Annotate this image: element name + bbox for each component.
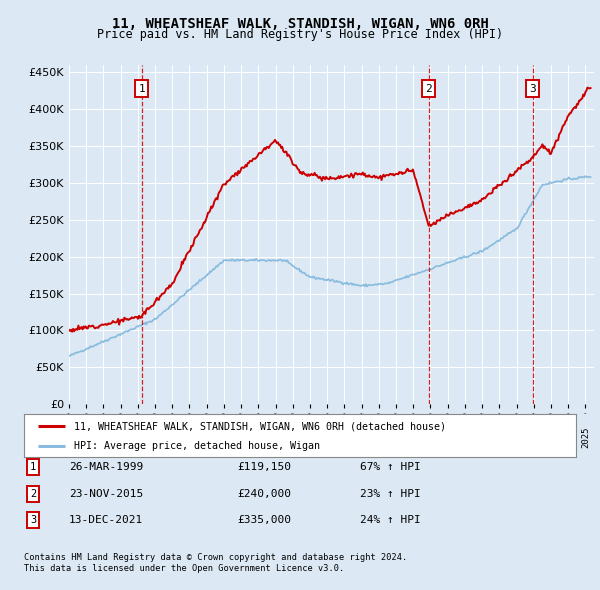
Text: 3: 3 [530, 84, 536, 93]
Text: 23% ↑ HPI: 23% ↑ HPI [360, 489, 421, 499]
Text: 2021: 2021 [512, 426, 521, 448]
Text: 1995: 1995 [65, 426, 74, 448]
Text: 26-MAR-1999: 26-MAR-1999 [69, 463, 143, 472]
Text: 2018: 2018 [460, 426, 469, 448]
Text: £335,000: £335,000 [237, 516, 291, 525]
Text: 11, WHEATSHEAF WALK, STANDISH, WIGAN, WN6 0RH: 11, WHEATSHEAF WALK, STANDISH, WIGAN, WN… [112, 17, 488, 31]
Text: 2016: 2016 [426, 426, 435, 448]
Text: 11, WHEATSHEAF WALK, STANDISH, WIGAN, WN6 0RH (detached house): 11, WHEATSHEAF WALK, STANDISH, WIGAN, WN… [74, 421, 446, 431]
Text: 2006: 2006 [254, 426, 263, 448]
Text: 2: 2 [30, 489, 36, 499]
Text: 2013: 2013 [374, 426, 383, 448]
Text: Contains HM Land Registry data © Crown copyright and database right 2024.: Contains HM Land Registry data © Crown c… [24, 553, 407, 562]
Text: 2024: 2024 [563, 426, 572, 448]
Text: 2004: 2004 [220, 426, 229, 448]
Text: 2025: 2025 [581, 426, 590, 448]
Text: 24% ↑ HPI: 24% ↑ HPI [360, 516, 421, 525]
Text: 1999: 1999 [133, 426, 142, 448]
Text: 2020: 2020 [495, 426, 504, 448]
Text: 2010: 2010 [323, 426, 332, 448]
Text: 2008: 2008 [288, 426, 297, 448]
Text: Price paid vs. HM Land Registry's House Price Index (HPI): Price paid vs. HM Land Registry's House … [97, 28, 503, 41]
Text: 2005: 2005 [236, 426, 245, 448]
Text: 1998: 1998 [116, 426, 125, 448]
Text: 2023: 2023 [547, 426, 556, 448]
Text: 2019: 2019 [478, 426, 487, 448]
Text: 1: 1 [139, 84, 145, 93]
Text: 2002: 2002 [185, 426, 194, 448]
Text: 67% ↑ HPI: 67% ↑ HPI [360, 463, 421, 472]
Text: 2001: 2001 [168, 426, 177, 448]
Text: HPI: Average price, detached house, Wigan: HPI: Average price, detached house, Wiga… [74, 441, 320, 451]
Text: 2011: 2011 [340, 426, 349, 448]
Text: 2017: 2017 [443, 426, 452, 448]
Text: 2007: 2007 [271, 426, 280, 448]
Text: 2022: 2022 [529, 426, 538, 448]
Text: 2: 2 [425, 84, 432, 93]
Text: This data is licensed under the Open Government Licence v3.0.: This data is licensed under the Open Gov… [24, 565, 344, 573]
Text: 23-NOV-2015: 23-NOV-2015 [69, 489, 143, 499]
Text: 1: 1 [30, 463, 36, 472]
Text: £119,150: £119,150 [237, 463, 291, 472]
Text: 13-DEC-2021: 13-DEC-2021 [69, 516, 143, 525]
Text: 1996: 1996 [82, 426, 91, 448]
Text: 2000: 2000 [151, 426, 160, 448]
Text: 2015: 2015 [409, 426, 418, 448]
Text: 2012: 2012 [357, 426, 366, 448]
Text: 2009: 2009 [305, 426, 314, 448]
Text: 2014: 2014 [392, 426, 401, 448]
Text: £240,000: £240,000 [237, 489, 291, 499]
Text: 3: 3 [30, 516, 36, 525]
Text: 1997: 1997 [99, 426, 108, 448]
Text: 2003: 2003 [202, 426, 211, 448]
